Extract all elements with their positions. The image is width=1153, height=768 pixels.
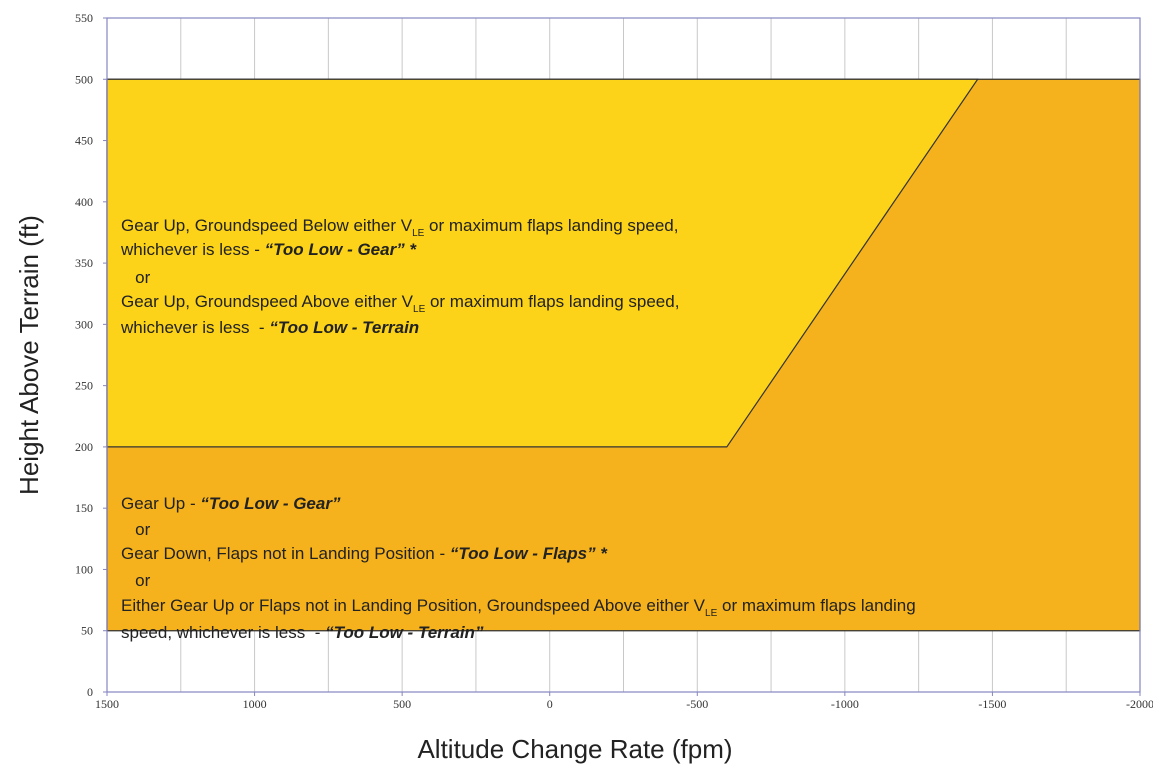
annotation-text: LE <box>413 304 426 315</box>
y-tick-label: 550 <box>75 11 93 25</box>
annotation-line: or <box>121 268 151 287</box>
annotation-text: LE <box>705 608 718 619</box>
y-tick-label: 350 <box>75 256 93 270</box>
annotation-text: “Too Low - Gear” <box>200 494 341 513</box>
y-tick-label: 450 <box>75 134 93 148</box>
annotation-line: Gear Up, Groundspeed Below either VLE or… <box>121 216 678 239</box>
annotation-text: Gear Up, Groundspeed Below either V <box>121 216 413 235</box>
annotation-text: “Too Low - Terrain” <box>325 623 484 642</box>
annotation-line: Either Gear Up or Flaps not in Landing P… <box>121 596 916 619</box>
annotation-line: Gear Down, Flaps not in Landing Position… <box>121 544 608 563</box>
y-tick-label: 150 <box>75 501 93 515</box>
annotation-text: or maximum flaps landing speed, <box>424 216 678 235</box>
annotation-text: whichever is less - <box>120 318 269 337</box>
annotation-text: whichever is less - <box>120 240 265 259</box>
y-tick-label: 200 <box>75 440 93 454</box>
annotation-text: or maximum flaps landing <box>717 596 915 615</box>
y-tick-label: 500 <box>75 72 93 86</box>
y-tick-label: 400 <box>75 195 93 209</box>
y-axis-title: Height Above Terrain (ft) <box>14 215 44 495</box>
x-tick-label: -500 <box>686 697 708 711</box>
y-tick-label: 250 <box>75 379 93 393</box>
annotation-text: speed, whichever is less - <box>121 623 325 642</box>
annotation-line: or <box>121 571 151 590</box>
annotation-text: Gear Down, Flaps not in Landing Position… <box>121 544 450 563</box>
x-tick-label: 0 <box>547 697 553 711</box>
x-axis-title: Altitude Change Rate (fpm) <box>417 734 732 764</box>
annotation-text: Gear Up, Groundspeed Above either V <box>121 292 414 311</box>
annotation-text: or <box>121 268 151 287</box>
annotation-line: speed, whichever is less - “Too Low - Te… <box>121 623 484 642</box>
y-tick-label: 50 <box>81 624 93 638</box>
annotation-text: Gear Up - <box>121 494 200 513</box>
y-tick-label: 0 <box>87 685 93 699</box>
y-tick-label: 100 <box>75 562 93 576</box>
annotation-line: or <box>121 520 151 539</box>
annotation-text: or <box>121 571 151 590</box>
annotation-line: Gear Up - “Too Low - Gear” <box>121 494 341 513</box>
x-tick-label: 500 <box>393 697 411 711</box>
x-tick-label: 1500 <box>95 697 119 711</box>
y-tick-label: 300 <box>75 317 93 331</box>
x-tick-label: -2000 <box>1126 697 1153 711</box>
annotation-text: or maximum flaps landing speed, <box>425 292 679 311</box>
annotation-text: “Too Low - Flaps” * <box>450 544 608 563</box>
annotation-text: Either Gear Up or Flaps not in Landing P… <box>121 596 706 615</box>
x-tick-label: 1000 <box>243 697 267 711</box>
plot-border <box>106 17 1141 693</box>
annotation-line: whichever is less - “Too Low - Gear” * <box>120 240 417 259</box>
annotation-line: whichever is less - “Too Low - Terrain <box>120 318 419 337</box>
annotation-text: “Too Low - Gear” * <box>265 240 418 259</box>
annotation-text: or <box>121 520 151 539</box>
x-tick-label: -1000 <box>831 697 859 711</box>
annotation-text: “Too Low - Terrain <box>269 318 419 337</box>
x-tick-label: -1500 <box>978 697 1006 711</box>
annotation-line: Gear Up, Groundspeed Above either VLE or… <box>121 292 679 315</box>
annotation-text: LE <box>412 228 425 239</box>
